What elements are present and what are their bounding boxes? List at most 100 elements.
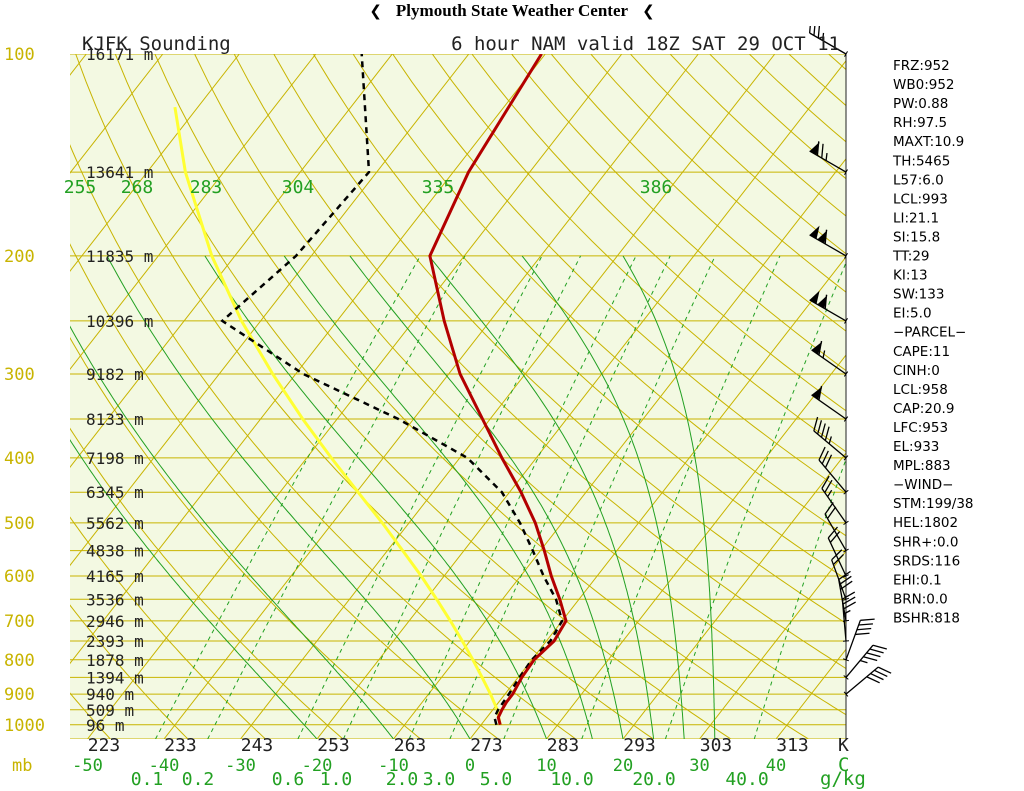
wind-barb-full	[824, 479, 833, 493]
stability-index-text: SI:15.8	[893, 230, 940, 246]
wind-barb-tick	[844, 318, 848, 324]
isotherm-line	[70, 54, 393, 469]
isotherm-line	[70, 54, 164, 174]
stability-index-text: EL:933	[893, 439, 939, 455]
isotherm-line	[622, 452, 846, 739]
theta-tick-label: 313	[776, 735, 809, 756]
wind-barb-full	[866, 676, 880, 684]
wind-barb	[809, 290, 848, 324]
height-tick-label: 96 m	[86, 716, 125, 735]
height-tick-label: 7198 m	[86, 449, 144, 468]
temperature-tick-label: -10	[378, 756, 409, 776]
dry-adiabat-line	[392, 54, 846, 494]
mixing-ratio-line	[207, 255, 466, 739]
wind-barb	[843, 618, 875, 662]
stability-index-text: TT:29	[892, 249, 930, 265]
wind-barb-tick	[843, 675, 849, 680]
moist-adiabat-line	[428, 255, 655, 739]
height-tick-label: 13641 m	[86, 163, 153, 182]
mixing-ratio-line	[408, 255, 637, 739]
wind-barb-tick	[843, 597, 849, 601]
clipped-profiles	[173, 54, 568, 726]
theta-tick-label: 293	[623, 735, 656, 756]
theta-e-label: 268	[121, 177, 154, 198]
mixing-ratio-tick-label: 0.2	[182, 769, 215, 790]
plot-area-background	[70, 54, 846, 739]
wind-barb-full	[818, 446, 826, 461]
wind-barb-pennant	[811, 341, 823, 355]
valid-time-title: 6 hour NAM valid 18Z SAT 29 OCT 11	[451, 33, 840, 55]
mixing-ratio-unit-label: g/kg	[820, 768, 866, 790]
wind-barb	[808, 26, 848, 57]
page-header: ❮ Plymouth State Weather Center ❮	[0, 0, 1024, 26]
wind-barb-flag-icon: ❮	[642, 2, 655, 20]
wind-barb-full	[817, 26, 821, 39]
moist-adiabat-line	[70, 325, 394, 739]
moist-adiabat-line	[349, 255, 624, 739]
mixing-ratio-line	[503, 255, 716, 739]
height-tick-label: 10396 m	[86, 312, 153, 331]
wind-barb	[841, 591, 856, 642]
theta-tick-label: 243	[241, 735, 274, 756]
wind-barb	[827, 526, 849, 578]
stability-index-text: SHR+:0.0	[893, 534, 958, 550]
temperature-tick-label: -40	[149, 756, 180, 776]
parcel-path-line	[173, 106, 502, 726]
wind-barb-full	[842, 601, 856, 610]
stability-index-text: LCL:958	[893, 382, 948, 398]
dry-adiabat-line	[352, 54, 846, 537]
wind-barb-full	[866, 652, 881, 658]
wind-barb-shaft	[809, 234, 847, 257]
wind-barb-full	[855, 632, 870, 636]
wind-barb-full	[877, 666, 892, 674]
stability-index-text: FRZ:952	[893, 58, 950, 74]
height-tick-label: 1878 m	[86, 651, 144, 670]
dry-adiabat-line	[114, 54, 732, 739]
wind-barb-full	[808, 26, 812, 34]
stability-index-text: TH:5465	[892, 153, 950, 169]
pressure-tick-label: 400	[4, 449, 35, 469]
height-tick-label: 9182 m	[86, 365, 144, 384]
height-tick-label: 16171 m	[86, 45, 153, 64]
wind-barb-full	[863, 656, 878, 662]
wind-barb-shaft	[813, 430, 847, 459]
wind-barb-full	[860, 618, 875, 621]
wind-barb-full	[824, 502, 834, 515]
dry-adiabat-line	[194, 54, 846, 716]
height-tick-label: 6345 m	[86, 483, 144, 502]
dry-adiabat-line	[233, 54, 846, 670]
pressure-tick-label: 500	[4, 514, 35, 534]
pressure-tick-label: 100	[4, 45, 35, 65]
stability-index-text: CAPE:11	[893, 344, 950, 360]
wind-barb-full	[816, 141, 820, 156]
stability-index-text: LFC:953	[893, 420, 948, 436]
wind-barb-tick	[843, 455, 849, 461]
wind-barb-tick	[843, 691, 849, 697]
wind-barb-full	[817, 420, 823, 435]
wind-barb-full	[870, 672, 884, 681]
wind-barb-tick	[842, 640, 850, 642]
wind-barb-shaft	[824, 513, 847, 551]
wind-barb-half	[822, 350, 826, 359]
theta-e-label: 304	[282, 177, 315, 198]
wind-barb-full	[829, 531, 841, 543]
wind-barb-shaft	[841, 599, 847, 642]
pressure-tick-label: 800	[4, 651, 35, 671]
stability-index-text: MAXT:10.9	[893, 134, 964, 150]
wind-barb-full	[818, 340, 823, 356]
wind-barb-pennant	[809, 290, 820, 304]
mixing-ratio-tick-label: 3.0	[423, 769, 456, 790]
pressure-tick-label: 600	[4, 567, 35, 587]
mixing-ratio-tick-label: 5.0	[480, 769, 513, 790]
temperature-tick-label: 30	[689, 756, 709, 776]
stability-index-text: EI:5.0	[893, 306, 932, 322]
stability-index-text: BSHR:818	[893, 611, 960, 627]
stability-index-text: KI:13	[893, 268, 928, 284]
wind-barb-full	[826, 506, 837, 519]
wind-barb-pennant	[811, 386, 823, 400]
temperature-tick-label: 10	[536, 756, 556, 776]
wind-barb-full	[869, 648, 884, 654]
wind-barb-shaft	[845, 644, 874, 678]
diagram-background-lines	[70, 54, 847, 739]
